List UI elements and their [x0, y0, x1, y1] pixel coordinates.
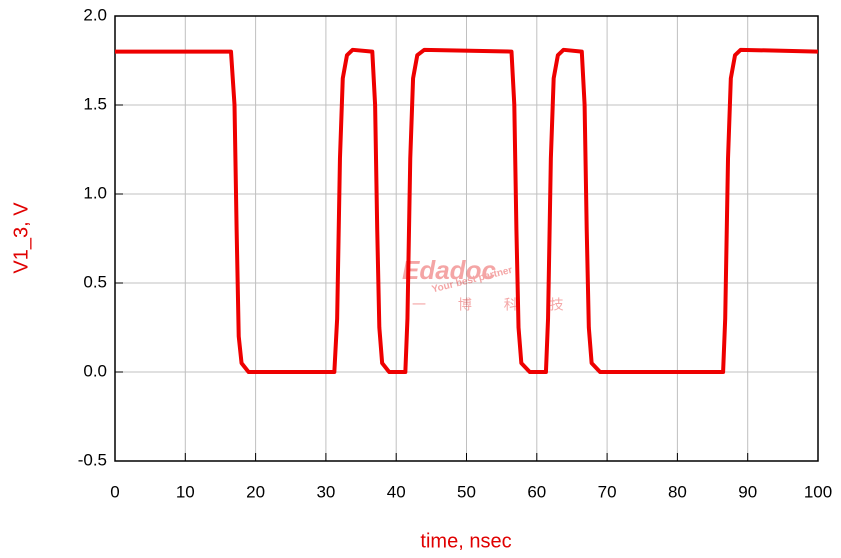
x-tick-label: 50	[457, 482, 476, 501]
y-tick-label: 0.0	[83, 361, 107, 380]
x-tick-label: 80	[668, 482, 687, 501]
x-tick-label: 60	[527, 482, 546, 501]
x-tick-label: 10	[176, 482, 195, 501]
x-tick-label: 40	[387, 482, 406, 501]
watermark-brand: Edadoc	[402, 255, 496, 285]
x-tick-label: 70	[598, 482, 617, 501]
watermark-chinese: 一 博 科 技	[412, 297, 578, 313]
plot-frame	[114, 15, 819, 462]
y-axis-title: V1_3, V	[10, 202, 32, 274]
y-tick-label: 2.0	[83, 5, 107, 24]
y-tick-label: 1.5	[83, 94, 107, 113]
x-axis-title: time, nsec	[420, 530, 511, 552]
x-tick-label: 100	[804, 482, 832, 501]
x-tick-label: 90	[738, 482, 757, 501]
y-tick-label: 1.0	[83, 183, 107, 202]
y-tick-label: -0.5	[78, 450, 107, 469]
series-line	[115, 47, 819, 374]
y-tick-label: 0.5	[83, 272, 107, 291]
x-tick-label: 30	[316, 482, 335, 501]
x-tick-label: 20	[246, 482, 265, 501]
x-tick-label: 0	[110, 482, 119, 501]
